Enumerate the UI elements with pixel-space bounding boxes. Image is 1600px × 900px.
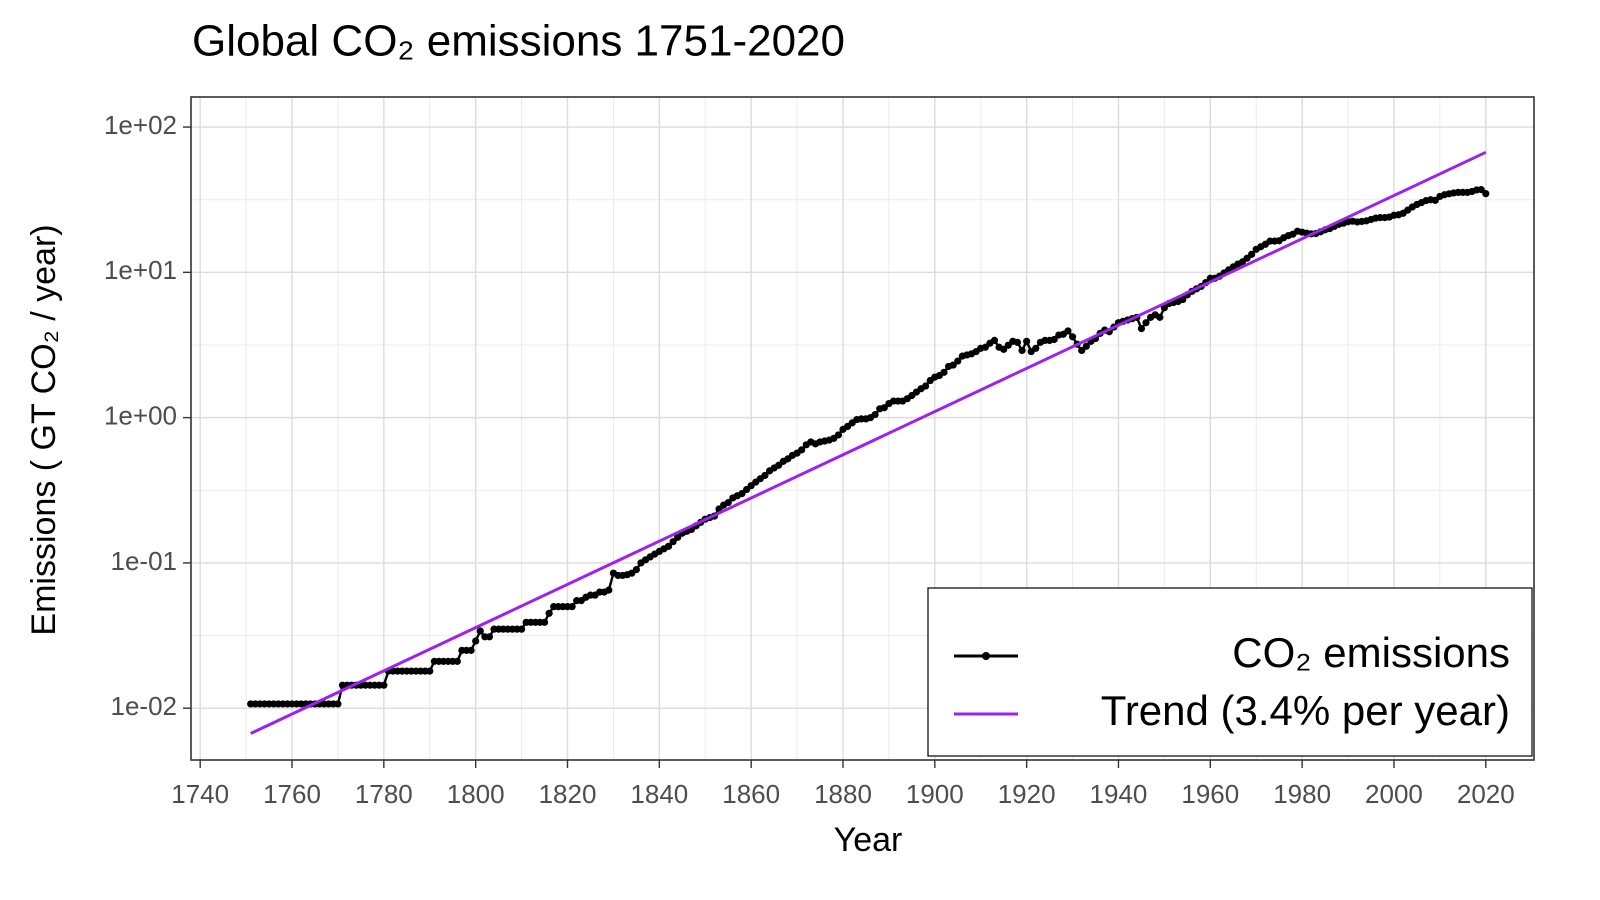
data-point (540, 618, 549, 626)
data-point (1482, 190, 1490, 198)
x-tick-label: 1900 (906, 779, 964, 809)
y-tick-label: 1e+00 (104, 400, 177, 430)
data-point (1018, 346, 1026, 355)
x-tick-label: 1760 (263, 779, 321, 809)
data-point (334, 700, 342, 708)
data-point (467, 646, 475, 654)
legend-key-point (982, 652, 990, 660)
data-point (834, 431, 842, 439)
legend-label: CO₂ emissions (1232, 629, 1510, 676)
data-point (922, 382, 930, 390)
data-point (1064, 327, 1072, 335)
data-point (476, 627, 484, 635)
data-point (453, 657, 461, 665)
y-tick-label: 1e+02 (104, 110, 177, 140)
x-tick-label: 1780 (355, 779, 413, 809)
data-point (798, 446, 806, 454)
data-point (1156, 313, 1164, 321)
y-tick-label: 1e+01 (104, 255, 177, 285)
data-point (1179, 295, 1187, 304)
x-tick-label: 1920 (998, 779, 1056, 809)
x-tick-label: 1840 (630, 779, 688, 809)
grid (191, 97, 1534, 760)
series (250, 150, 1487, 735)
x-tick-label: 2020 (1457, 779, 1515, 809)
data-point (1082, 342, 1090, 350)
series-line (250, 150, 1487, 735)
data-point (1078, 346, 1086, 355)
data-point (990, 336, 999, 345)
x-tick-label: 1820 (539, 779, 597, 809)
data-point (485, 633, 494, 641)
data-point (871, 410, 879, 419)
data-point (954, 357, 962, 365)
x-tick-label: 1800 (447, 779, 505, 809)
y-axis-title: Emissions ( GT CO₂ / year) (25, 224, 63, 635)
data-point (724, 499, 732, 507)
data-point (632, 565, 640, 574)
data-point (568, 603, 576, 611)
data-point (940, 368, 948, 376)
data-point (669, 538, 677, 546)
data-point (605, 586, 613, 594)
data-point (664, 542, 673, 550)
data-point (1023, 337, 1031, 345)
data-point (472, 637, 480, 645)
data-point (1013, 338, 1022, 346)
data-point (1000, 345, 1008, 353)
data-point (1032, 344, 1040, 352)
x-tick-label: 1980 (1273, 779, 1331, 809)
data-point (1068, 333, 1077, 341)
x-tick-label: 1860 (722, 779, 780, 809)
data-point (545, 609, 553, 617)
x-tick-label: 1880 (814, 779, 872, 809)
x-tick-label: 1940 (1090, 779, 1148, 809)
data-point (1248, 250, 1256, 258)
y-tick-label: 1e-02 (111, 691, 178, 721)
data-point (1142, 319, 1150, 327)
data-point (426, 667, 434, 675)
legend-label: Trend (3.4% per year) (1101, 687, 1510, 734)
data-point (761, 471, 769, 480)
x-axis-title: Year (834, 821, 903, 859)
x-tick-label: 1960 (1181, 779, 1239, 809)
x-tick-label: 1740 (171, 779, 229, 809)
data-point (1137, 324, 1146, 333)
panel-border (190, 96, 1535, 761)
legend-box (927, 587, 1533, 757)
data-point (517, 625, 526, 633)
chart-title: Global CO₂ emissions 1751-2020 (192, 17, 845, 66)
x-tick-label: 2000 (1365, 779, 1423, 809)
data-point (1050, 335, 1058, 344)
data-point (880, 404, 888, 412)
legend: CO₂ emissions Trend (3.4% per year) (927, 587, 1533, 757)
y-tick-label: 1e-01 (111, 546, 178, 576)
data-point (380, 681, 388, 689)
